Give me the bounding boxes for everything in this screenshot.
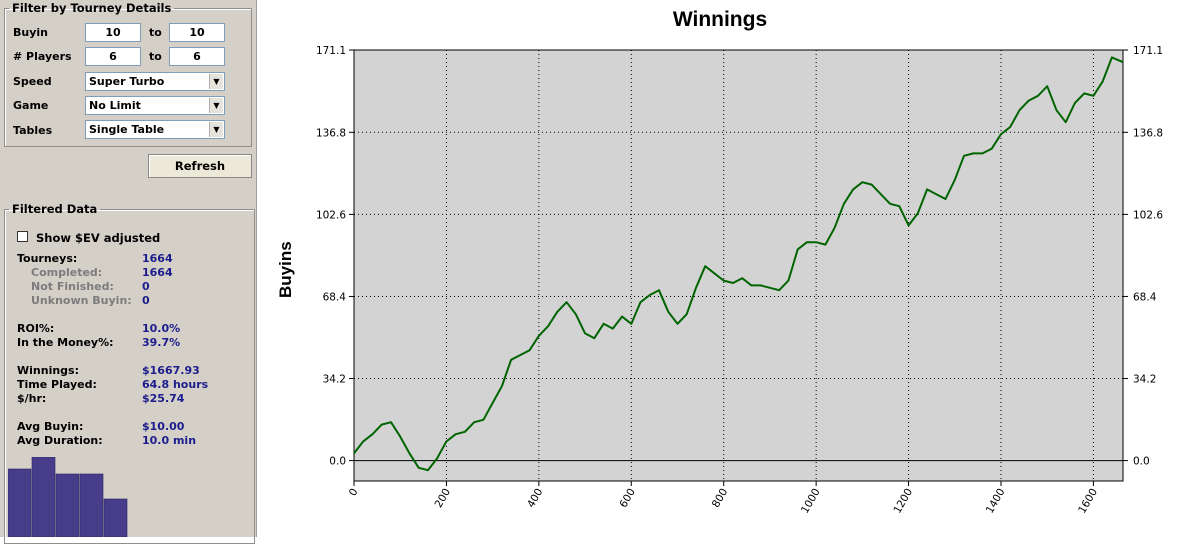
roi-value: 10.0% [142,322,181,335]
tourneys-value: 1664 [142,252,173,265]
tourney-filter-legend: Filter by Tourney Details [12,1,172,15]
avg-duration-label: Avg Duration: [17,434,103,447]
y-tick-label: 68.4 [323,291,347,303]
winnings-line [353,56,1124,472]
ev-adjusted-label: Show $EV adjusted [36,231,161,245]
tables-label: Tables [13,124,53,137]
game-label: Game [13,99,49,112]
buyin-to-input[interactable]: 10 [169,23,225,42]
winnings-label: Winnings: [17,364,79,377]
y-tick-label-right: 0.0 [1133,456,1150,468]
y-tick-label-right: 102.6 [1133,209,1163,221]
speed-select-value: Super Turbo [89,75,165,88]
time-played-value: 64.8 hours [142,378,209,391]
x-tick-label: 1600 [1076,487,1100,516]
game-select[interactable]: No Limit ▼ [85,96,225,115]
y-tick-label: 102.6 [316,209,346,221]
hourly-value: $25.74 [142,392,185,405]
players-label: # Players [13,50,72,63]
avg-buyin-value: $10.00 [142,420,185,433]
players-to-input[interactable]: 6 [169,47,225,66]
tables-select-value: Single Table [89,123,165,136]
chevron-down-icon[interactable]: ▼ [209,98,223,113]
buyin-from-input[interactable]: 10 [85,23,141,42]
x-tick-label: 600 [617,487,637,510]
histogram-bar [31,457,56,537]
x-tick-label: 0 [347,487,361,499]
histogram-bar [103,498,128,537]
tourneys-label: Tourneys: [17,252,78,265]
hourly-label: $/hr: [17,392,47,405]
avg-duration-value: 10.0 min [142,434,197,447]
winnings-value: $1667.93 [142,364,200,377]
chart-title: Winnings [672,8,768,31]
itm-label: In the Money%: [17,336,114,349]
buyin-label: Buyin [13,26,48,39]
itm-value: 39.7% [142,336,181,349]
completed-value: 1664 [142,266,173,279]
y-tick-label-right: 136.8 [1133,127,1163,139]
filter-panel: Filter by Tourney Details Buyin 10 to 10… [0,0,257,544]
y-tick-label: 171.1 [316,45,346,57]
y-tick-label: 34.2 [323,374,346,386]
filtered-data-legend: Filtered Data [12,202,98,216]
x-tick-label: 400 [525,487,545,510]
x-tick-label: 200 [433,487,453,510]
refresh-button[interactable]: Refresh [148,154,252,178]
tourney-filter-group: Filter by Tourney Details [4,1,252,147]
plot-area [353,49,1124,482]
time-played-label: Time Played: [17,378,97,391]
buyin-to-label: to [149,26,162,39]
x-tick-label: 1200 [891,487,915,516]
y-tick-label-right: 171.1 [1133,45,1163,57]
y-tick-label-right: 34.2 [1133,374,1156,386]
players-from-input[interactable]: 6 [85,47,141,66]
game-select-value: No Limit [89,99,141,112]
avg-buyin-label: Avg Buyin: [17,420,84,433]
unknown-buyin-label: Unknown Buyin: [31,294,132,307]
x-tick-label: 800 [710,487,730,510]
not-finished-label: Not Finished: [31,280,114,293]
x-tick-label: 1000 [799,487,823,516]
unknown-buyin-value: 0 [142,294,150,307]
speed-select[interactable]: Super Turbo ▼ [85,72,225,91]
histogram-bar [79,473,104,537]
result-histogram [8,457,128,537]
chevron-down-icon[interactable]: ▼ [209,74,223,89]
chevron-down-icon[interactable]: ▼ [209,122,223,137]
histogram-bar [55,473,80,537]
tables-select[interactable]: Single Table ▼ [85,120,225,139]
x-tick-label: 1400 [984,486,1008,515]
not-finished-value: 0 [142,280,150,293]
y-tick-label: 136.8 [316,127,346,139]
roi-label: ROI%: [17,322,55,335]
speed-label: Speed [13,75,52,88]
players-to-label: to [149,50,162,63]
histogram-bar [8,468,32,537]
y-tick-label-right: 68.4 [1133,291,1157,303]
completed-label: Completed: [31,266,103,279]
ev-adjusted-checkbox[interactable] [17,231,28,242]
y-tick-label: 0.0 [329,456,346,468]
